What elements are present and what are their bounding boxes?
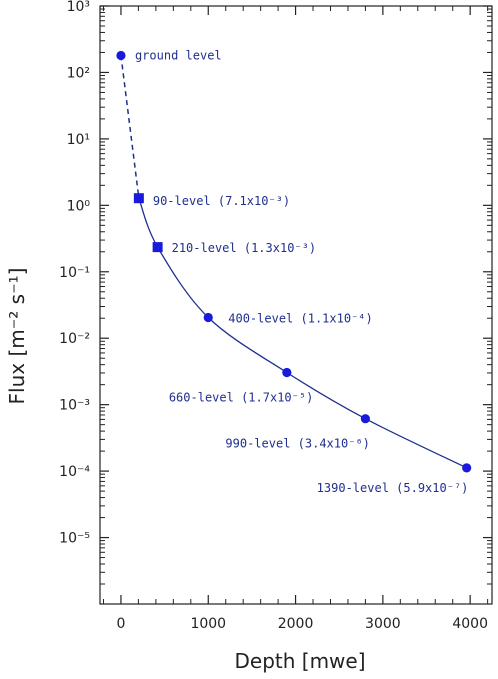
y-axis-label: Flux [m⁻² s⁻¹] bbox=[5, 268, 29, 405]
circle-marker bbox=[462, 463, 472, 473]
x-tick-label: 1000 bbox=[190, 616, 226, 632]
circle-marker bbox=[203, 312, 213, 323]
square-marker bbox=[152, 242, 163, 253]
dashed-fit-segment bbox=[120, 55, 140, 199]
x-tick-label: 3000 bbox=[365, 616, 401, 632]
y-tick-label: 10⁰ bbox=[67, 198, 91, 214]
data-points bbox=[116, 50, 472, 473]
point-label: 210-level (1.3x10⁻³) bbox=[172, 241, 317, 255]
y-tick-label: 10⁻³ bbox=[59, 398, 90, 414]
point-label: 1390-level (5.9x10⁻⁷) bbox=[317, 481, 469, 495]
axes: 0 1000 2000 3000 4000 10³ 10² 10¹ 10⁰ 10⁻¹ 10⁻² 10⁻… bbox=[59, 0, 493, 632]
circle-marker bbox=[116, 50, 126, 61]
y-tick-label: 10² bbox=[67, 65, 90, 81]
point-label: 660-level (1.7x10⁻⁵) bbox=[169, 390, 313, 404]
y-tick-label: 10⁻⁵ bbox=[59, 531, 90, 547]
x-tick-label: 0 bbox=[116, 616, 125, 632]
circle-marker bbox=[282, 367, 292, 378]
plot-frame bbox=[99, 5, 493, 605]
point-label: 400-level (1.1x10⁻⁴) bbox=[228, 312, 373, 326]
x-tick-label: 4000 bbox=[452, 616, 488, 632]
x-tick-label: 2000 bbox=[278, 616, 314, 632]
point-label: ground level bbox=[135, 48, 222, 62]
point-annotations: ground level 90-level (7.1x10⁻³) 210-level… bbox=[135, 48, 468, 494]
y-tick-label: 10⁻² bbox=[59, 331, 90, 347]
square-marker bbox=[133, 193, 144, 204]
y-tick-label: 10³ bbox=[67, 0, 90, 15]
circle-marker bbox=[360, 414, 371, 424]
x-axis-label: Depth [mwe] bbox=[234, 649, 365, 673]
point-label: 990-level (3.4x10⁻⁶) bbox=[225, 437, 370, 451]
fit-curves bbox=[120, 55, 467, 469]
y-tick-label: 10¹ bbox=[67, 132, 90, 148]
y-tick-label: 10⁻⁴ bbox=[59, 464, 90, 480]
solid-fit-curve bbox=[138, 197, 467, 469]
point-label: 90-level (7.1x10⁻³) bbox=[153, 194, 290, 208]
y-tick-label: 10⁻¹ bbox=[59, 265, 90, 281]
